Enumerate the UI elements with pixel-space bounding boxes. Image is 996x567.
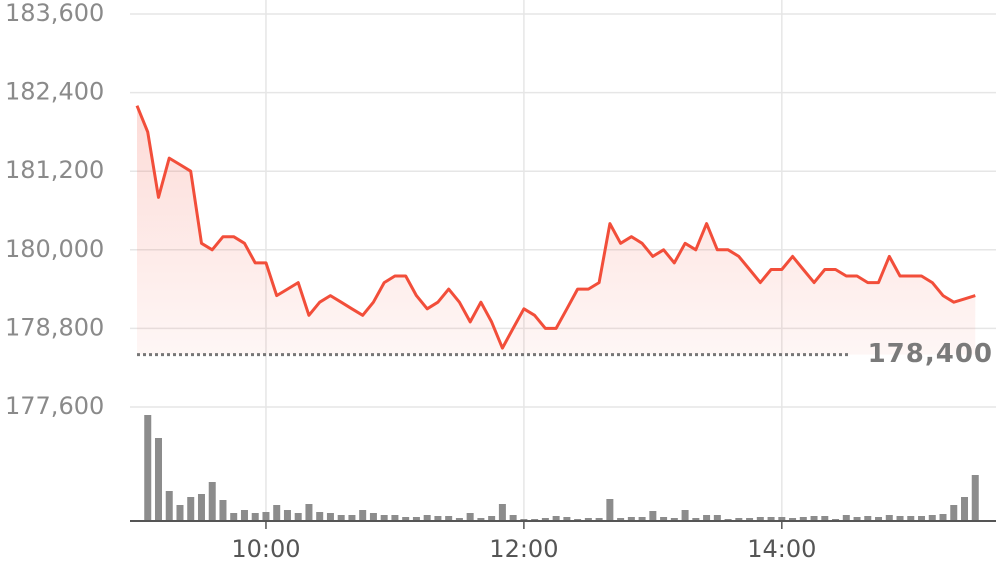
volume-bar	[896, 516, 904, 521]
volume-bar	[907, 516, 915, 521]
volume-bar	[713, 515, 721, 521]
volume-bar	[853, 517, 861, 521]
volume-bar	[488, 516, 496, 521]
volume-bar	[649, 511, 657, 521]
volume-bar	[283, 510, 291, 521]
volume-bar	[627, 517, 635, 521]
y-tick-label: 177,600	[5, 392, 104, 420]
volume-bar	[477, 518, 485, 521]
volume-bar	[885, 515, 893, 521]
y-tick-label: 181,200	[5, 156, 104, 184]
volume-bar	[337, 515, 345, 521]
volume-bar	[918, 516, 926, 521]
volume-bar	[541, 518, 549, 521]
y-tick-label: 183,600	[5, 0, 104, 27]
volume-bar	[778, 517, 786, 521]
volume-bar	[950, 505, 958, 521]
volume-bar	[767, 517, 775, 521]
volume-bar	[445, 516, 453, 521]
volume-bar	[821, 516, 829, 521]
volume-bar	[326, 513, 334, 521]
volume-bar	[498, 504, 506, 521]
volume-bar	[789, 518, 797, 521]
volume-bar	[294, 513, 302, 521]
volume-bar	[154, 438, 162, 521]
volume-bar	[660, 517, 668, 521]
volume-bar	[928, 515, 936, 521]
volume-bar	[875, 517, 883, 521]
volume-bar	[251, 513, 259, 521]
volume-bar	[176, 505, 184, 521]
volume-bar	[971, 475, 979, 521]
volume-bar	[466, 513, 474, 521]
reference-label: 178,400	[868, 339, 993, 369]
volume-bar	[563, 517, 571, 521]
volume-bar	[703, 515, 711, 521]
volume-bar	[434, 516, 442, 521]
volume-bar	[606, 499, 614, 521]
x-tick-label: 10:00	[231, 535, 300, 563]
volume-bar	[842, 515, 850, 521]
volume-bar	[380, 515, 388, 521]
volume-bar	[197, 494, 205, 521]
volume-bar	[746, 518, 754, 521]
volume-bar	[187, 497, 195, 521]
volume-bar	[455, 518, 463, 521]
volume-bar	[584, 518, 592, 521]
volume-bar	[552, 516, 560, 521]
volume-bar	[208, 482, 216, 521]
volume-bar	[240, 510, 248, 521]
volume-bar	[262, 512, 270, 521]
volume-bar	[617, 518, 625, 521]
y-tick-label: 182,400	[5, 78, 104, 106]
x-tick-label: 12:00	[489, 535, 558, 563]
volume-bar	[681, 510, 689, 521]
volume-bar	[810, 516, 818, 521]
volume-bar	[756, 517, 764, 521]
volume-bar	[230, 513, 238, 521]
volume-bar	[165, 491, 173, 521]
volume-bar	[670, 518, 678, 521]
volume-bar	[359, 510, 367, 521]
y-tick-label: 180,000	[5, 235, 104, 263]
volume-bar	[638, 517, 646, 521]
volume-bar	[391, 515, 399, 521]
volume-bar	[735, 518, 743, 521]
volume-bar	[144, 415, 152, 521]
volume-bar	[316, 512, 324, 521]
price-line	[135, 105, 976, 350]
volume-bar	[799, 517, 807, 521]
price-area	[137, 105, 976, 355]
volume-bar	[961, 497, 969, 521]
volume-bar	[369, 513, 377, 521]
volume-bar	[692, 518, 700, 521]
volume-bar	[305, 504, 313, 521]
x-tick-label: 14:00	[747, 535, 816, 563]
y-tick-label: 178,800	[5, 313, 104, 341]
volume-bar	[595, 518, 603, 521]
volume-bar	[273, 505, 281, 521]
volume-bar	[219, 500, 227, 521]
volume-bar	[423, 515, 431, 521]
volume-bar	[412, 517, 420, 521]
volume-bar	[402, 517, 410, 521]
volume-bar	[509, 515, 517, 521]
volume-bar	[348, 515, 356, 521]
volume-bar	[864, 516, 872, 521]
volume-bar	[939, 514, 947, 521]
